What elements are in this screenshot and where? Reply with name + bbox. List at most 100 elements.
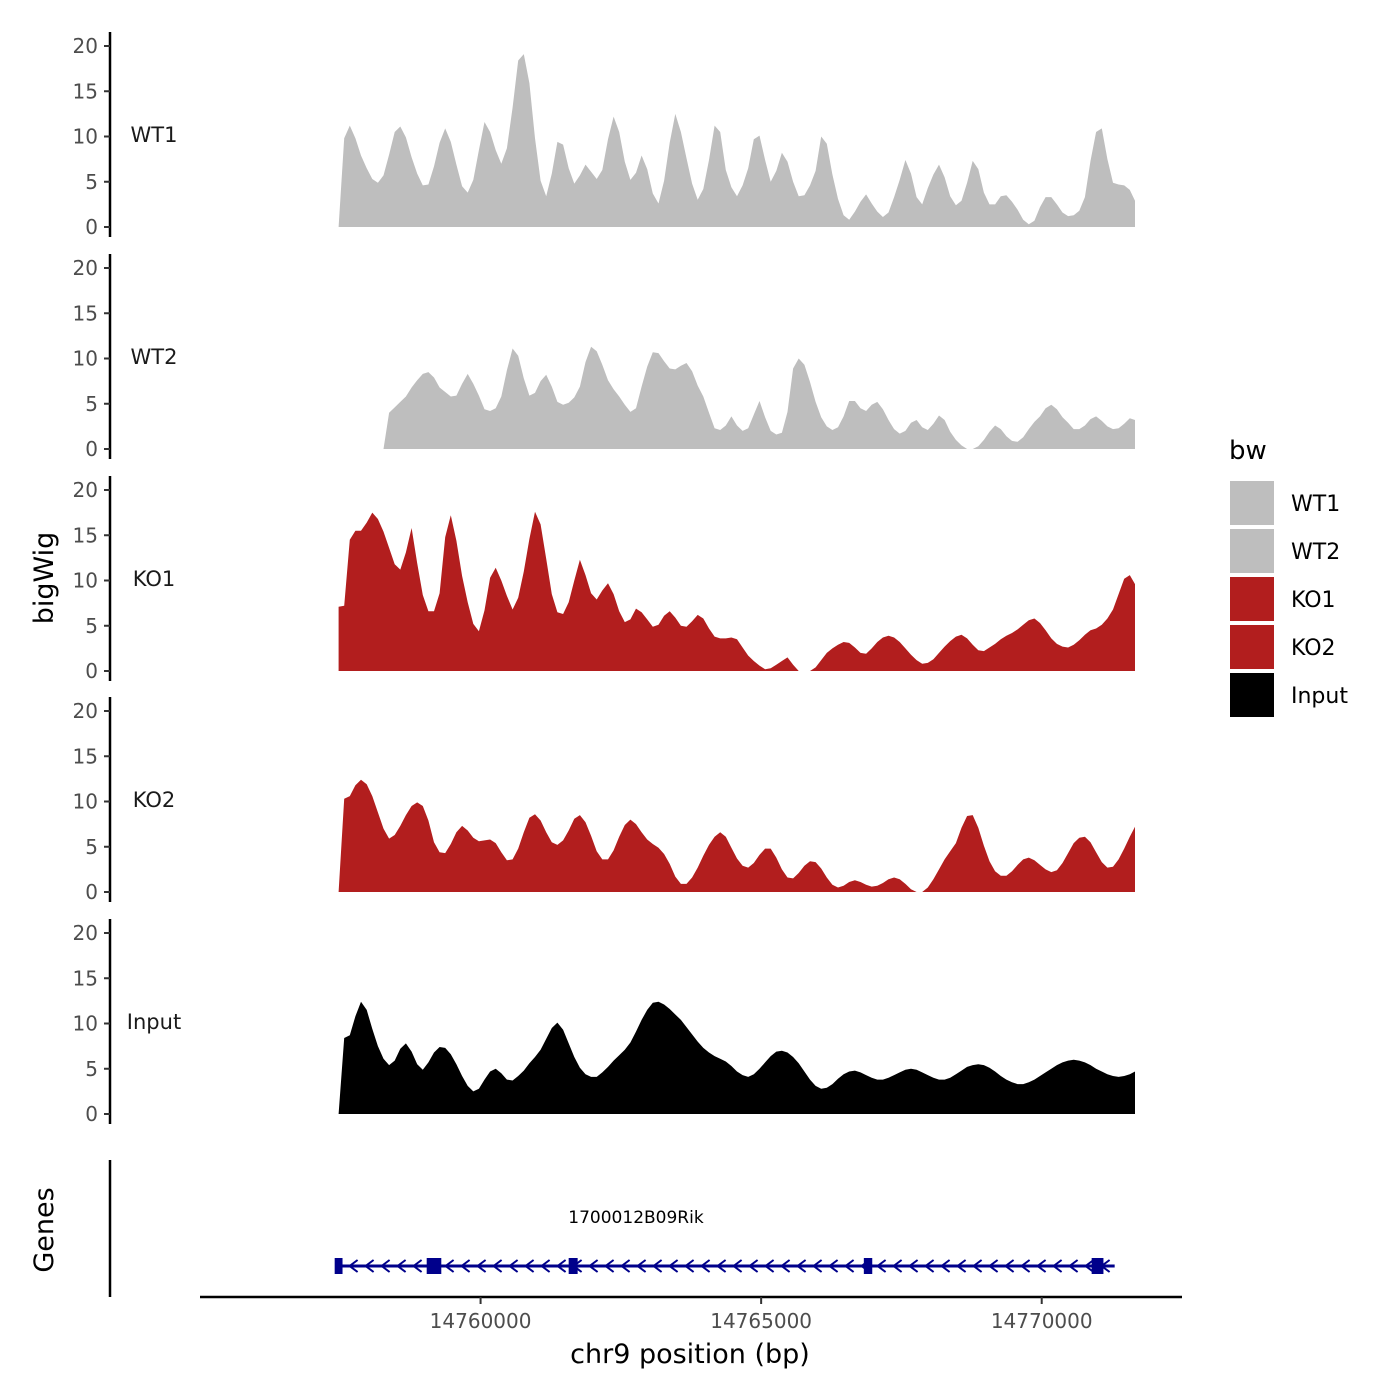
legend-title: bw xyxy=(1229,436,1267,466)
strand-arrow xyxy=(715,1259,727,1273)
strand-arrow xyxy=(475,1259,487,1273)
legend-label-wt1: WT1 xyxy=(1291,492,1340,517)
strand-arrow xyxy=(443,1259,455,1273)
strand-arrow xyxy=(747,1259,759,1273)
y-tick-label: 5 xyxy=(85,835,98,859)
strand-arrow xyxy=(699,1259,711,1273)
strand-arrow xyxy=(459,1259,471,1273)
legend: bw WT1 WT2 KO1 KO2 Input xyxy=(1229,436,1348,717)
y-tick-label: 15 xyxy=(73,301,98,325)
strand-arrow xyxy=(347,1259,359,1273)
y-tick-label: 10 xyxy=(73,569,98,593)
strand-arrow xyxy=(1035,1259,1047,1273)
area-ko1 xyxy=(338,511,1136,671)
strand-arrow xyxy=(907,1259,919,1273)
strand-arrow xyxy=(379,1259,391,1273)
strand-arrow xyxy=(395,1259,407,1273)
gene-track: 1700012B09Rik xyxy=(108,1160,1115,1297)
track-label-wt2: WT2 xyxy=(131,345,178,369)
strand-arrow xyxy=(971,1259,983,1273)
strand-arrow xyxy=(779,1259,791,1273)
track-label-input: Input xyxy=(127,1010,181,1034)
y-tick-label: 0 xyxy=(85,215,98,239)
strand-arrow xyxy=(683,1259,695,1273)
strand-arrow xyxy=(731,1259,743,1273)
strand-arrow xyxy=(1019,1259,1031,1273)
y-tick-label: 20 xyxy=(73,699,98,723)
strand-arrow xyxy=(1067,1259,1079,1273)
strand-arrow xyxy=(507,1259,519,1273)
x-tick-label: 14770000 xyxy=(991,1309,1093,1333)
y-tick-label: 10 xyxy=(73,347,98,371)
legend-label-ko2: KO2 xyxy=(1291,636,1336,661)
strand-arrow xyxy=(1083,1259,1095,1273)
strand-arrow xyxy=(1003,1259,1015,1273)
x-tick-label: 14765000 xyxy=(710,1309,812,1333)
legend-swatch-ko1 xyxy=(1230,577,1274,621)
gene-exon xyxy=(1091,1258,1104,1274)
y-tick-label: 0 xyxy=(85,437,98,461)
x-axis-title: chr9 position (bp) xyxy=(570,1339,810,1370)
track-input: 0 5 10 15 20 Input xyxy=(73,919,1136,1126)
track-label-ko2: KO2 xyxy=(133,788,176,812)
strand-arrow xyxy=(363,1259,375,1273)
area-ko2 xyxy=(338,712,1136,892)
gene-name-label: 1700012B09Rik xyxy=(568,1208,704,1228)
x-tick-label: 14760000 xyxy=(430,1309,532,1333)
legend-swatch-wt1 xyxy=(1230,481,1274,525)
strand-arrow xyxy=(875,1259,887,1273)
tracks-panel: 0 5 10 15 20 WT1 0 5 10 15 20 WT2 0 5 10 15 20 KO1 0 5 10 15 2… xyxy=(73,32,1136,1126)
strand-arrow xyxy=(763,1259,775,1273)
y-tick-label: 10 xyxy=(73,1012,98,1036)
strand-arrow xyxy=(923,1259,935,1273)
strand-arrow xyxy=(587,1259,599,1273)
strand-arrow xyxy=(603,1259,615,1273)
y-tick-label: 5 xyxy=(85,392,98,416)
y-tick-label: 5 xyxy=(85,614,98,638)
legend-swatch-ko2 xyxy=(1230,625,1274,669)
x-axis: 14760000 14765000 14770000 xyxy=(200,1295,1182,1333)
strand-arrow xyxy=(523,1259,535,1273)
legend-label-input: Input xyxy=(1291,684,1348,709)
y-tick-label: 20 xyxy=(73,921,98,945)
strand-arrow xyxy=(987,1259,999,1273)
y-tick-label: 0 xyxy=(85,1102,98,1126)
strand-arrow xyxy=(667,1259,679,1273)
area-wt1 xyxy=(338,54,1136,227)
strand-arrow xyxy=(955,1259,967,1273)
y-tick-label: 15 xyxy=(73,523,98,547)
strand-arrow xyxy=(811,1259,823,1273)
genes-axis-title: Genes xyxy=(29,1187,60,1272)
area-input xyxy=(338,1001,1136,1114)
legend-label-ko1: KO1 xyxy=(1291,588,1336,613)
gene-exon xyxy=(334,1258,343,1274)
strand-arrow xyxy=(939,1259,951,1273)
strand-arrow xyxy=(635,1259,647,1273)
strand-arrow xyxy=(891,1259,903,1273)
y-tick-label: 15 xyxy=(73,79,98,103)
track-ko1: 0 5 10 15 20 KO1 xyxy=(73,476,1136,683)
legend-swatch-input xyxy=(1230,673,1274,717)
strand-arrow xyxy=(795,1259,807,1273)
strand-arrow xyxy=(539,1259,551,1273)
y-tick-label: 5 xyxy=(85,1057,98,1081)
track-label-ko1: KO1 xyxy=(133,567,176,591)
track-wt2: 0 5 10 15 20 WT2 xyxy=(73,254,1136,461)
y-tick-label: 15 xyxy=(73,744,98,768)
y-tick-label: 20 xyxy=(73,34,98,58)
strand-arrow xyxy=(843,1259,855,1273)
y-tick-label: 20 xyxy=(73,256,98,280)
y-tick-label: 15 xyxy=(73,966,98,990)
gene-exon xyxy=(426,1258,442,1274)
legend-swatch-wt2 xyxy=(1230,529,1274,573)
legend-label-wt2: WT2 xyxy=(1291,540,1340,565)
strand-arrow xyxy=(619,1259,631,1273)
strand-arrow xyxy=(827,1259,839,1273)
y-tick-label: 10 xyxy=(73,790,98,814)
track-ko2: 0 5 10 15 20 KO2 xyxy=(73,697,1136,904)
gene-exon xyxy=(863,1258,873,1274)
y-axis-title: bigWig xyxy=(29,532,60,625)
gene-exon xyxy=(568,1258,578,1274)
strand-arrow xyxy=(651,1259,663,1273)
track-wt1: 0 5 10 15 20 WT1 xyxy=(73,32,1136,239)
